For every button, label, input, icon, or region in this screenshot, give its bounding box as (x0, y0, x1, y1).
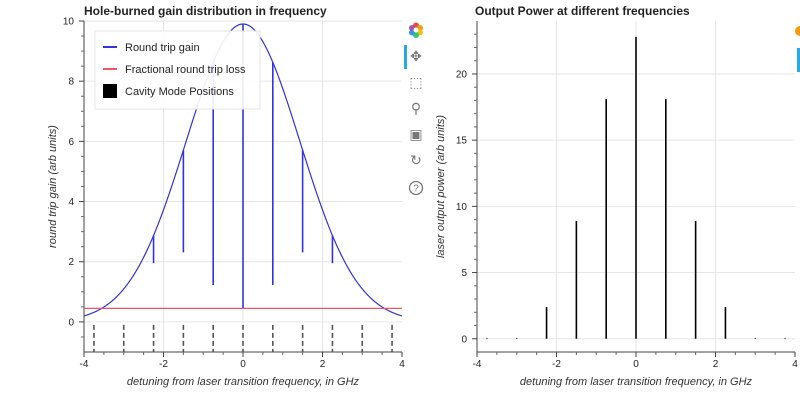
legend-swatch-2 (103, 84, 117, 98)
legend-label-2: Cavity Mode Positions (125, 86, 234, 98)
gain-y-tick-label-5: 10 (63, 17, 75, 28)
gain-x-tick-label-3: 2 (320, 359, 326, 370)
power-y-tick-label-2: 10 (456, 202, 468, 213)
gain-y-tick-label-2: 4 (68, 197, 74, 208)
power-y-tick-label-0: 0 (461, 334, 467, 345)
gain-y-axis-label: round trip gain (arb units) (47, 125, 59, 248)
power-x-tick-label-0: -4 (473, 359, 482, 370)
gain-chart: Hole-burned gain distribution in frequen… (47, 4, 405, 388)
gain-y-tick-label-1: 2 (68, 257, 74, 268)
gain-y-tick-label-4: 8 (68, 77, 74, 88)
power-y-tick-label-1: 5 (461, 268, 467, 279)
power-x-tick-label-3: 2 (713, 359, 719, 370)
gain-legend-box (94, 30, 261, 110)
power-x-tick-label-2: 0 (633, 359, 639, 370)
legend-label-1: Fractional round trip loss (125, 64, 246, 76)
chart-toolbar: ✥ ⬚ ⚲ ▣ ↻ ? (404, 20, 430, 220)
second-active-tool-indicator (797, 48, 800, 72)
gain-x-tick-label-1: -2 (159, 359, 168, 370)
save-icon[interactable]: ▣ (409, 127, 423, 143)
gain-y-tick-label-0: 0 (68, 317, 74, 328)
power-x-tick-label-1: -2 (552, 359, 561, 370)
power-chart-title: Output Power at different frequencies (475, 4, 690, 18)
help-icon[interactable]: ? (406, 178, 426, 198)
active-tool-indicator (404, 45, 407, 69)
power-chart: Output Power at different frequencies 0 5 1… (435, 4, 798, 388)
gain-chart-panel: Hole-burned gain distribution in frequen… (47, 4, 405, 388)
gain-y-tick-label-3: 6 (68, 137, 74, 148)
second-logo-graphic (795, 26, 800, 36)
bokeh-logo-graphic (409, 22, 423, 38)
gain-x-axis-label: detuning from laser transition frequency… (127, 376, 360, 388)
power-chart-panel: Output Power at different frequencies 0 5 1… (430, 0, 800, 400)
power-y-axis-label: laser output power (arb units) (435, 115, 447, 258)
second-bokeh-logo-icon[interactable] (794, 25, 800, 37)
box-zoom-icon[interactable]: ⬚ (409, 75, 423, 91)
power-x-tick-label-4: 4 (792, 359, 798, 370)
pan-icon[interactable]: ✥ (410, 49, 422, 65)
gain-x-tick-label-4: 4 (399, 359, 405, 370)
gain-x-tick-label-2: 0 (240, 359, 246, 370)
power-y-tick-label-3: 15 (456, 136, 468, 147)
power-x-axis-label: detuning from laser transition frequency… (520, 376, 753, 388)
help-glyph: ? (413, 184, 419, 195)
reset-icon[interactable]: ↻ (410, 153, 422, 169)
bokeh-logo-icon[interactable] (406, 20, 426, 40)
power-y-tick-label-4: 20 (456, 69, 468, 80)
gain-chart-title: Hole-burned gain distribution in frequen… (84, 4, 327, 18)
gain-x-tick-label-0: -4 (80, 359, 89, 370)
help-circle-graphic: ? (408, 180, 424, 196)
legend-label-0: Round trip gain (125, 42, 200, 54)
wheel-zoom-icon[interactable]: ⚲ (410, 101, 422, 117)
